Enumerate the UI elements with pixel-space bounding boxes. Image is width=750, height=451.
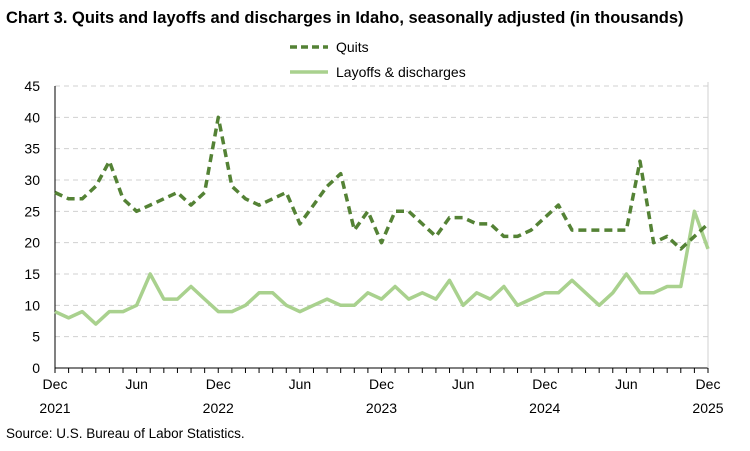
x-tick-year-label: 2022 bbox=[203, 400, 234, 416]
y-tick-label: 45 bbox=[24, 78, 40, 94]
y-tick-label: 5 bbox=[32, 329, 40, 345]
x-tick-label: Dec bbox=[696, 376, 721, 392]
legend-label-layoffs: Layoffs & discharges bbox=[336, 64, 466, 80]
y-tick-label: 0 bbox=[32, 360, 40, 376]
x-tick-label: Dec bbox=[43, 376, 68, 392]
y-tick-label: 25 bbox=[24, 203, 40, 219]
y-tick-label: 20 bbox=[24, 235, 40, 251]
legend-label-quits: Quits bbox=[336, 39, 369, 55]
x-tick-label: Jun bbox=[125, 376, 148, 392]
x-tick-label: Jun bbox=[289, 376, 312, 392]
x-tick-label: Dec bbox=[532, 376, 557, 392]
y-tick-label: 10 bbox=[24, 297, 40, 313]
y-tick-label: 30 bbox=[24, 172, 40, 188]
y-tick-label: 15 bbox=[24, 266, 40, 282]
x-tick-year-label: 2024 bbox=[529, 400, 560, 416]
x-tick-label: Jun bbox=[452, 376, 475, 392]
x-tick-year-label: 2025 bbox=[692, 400, 723, 416]
x-tick-label: Jun bbox=[615, 376, 638, 392]
x-tick-label: Dec bbox=[369, 376, 394, 392]
series-line-layoffs-discharges bbox=[54, 209, 710, 326]
x-tick-year-label: 2021 bbox=[39, 400, 70, 416]
series-line-quits bbox=[54, 115, 710, 251]
x-tick-label: Dec bbox=[206, 376, 231, 392]
source-note: Source: U.S. Bureau of Labor Statistics. bbox=[6, 426, 245, 441]
chart-title: Chart 3. Quits and layoffs and discharge… bbox=[6, 9, 684, 27]
legend: Quits Layoffs & discharges bbox=[290, 39, 466, 80]
y-tick-label: 40 bbox=[24, 109, 40, 125]
x-tick-year-label: 2023 bbox=[366, 400, 397, 416]
y-tick-label: 35 bbox=[24, 141, 40, 157]
